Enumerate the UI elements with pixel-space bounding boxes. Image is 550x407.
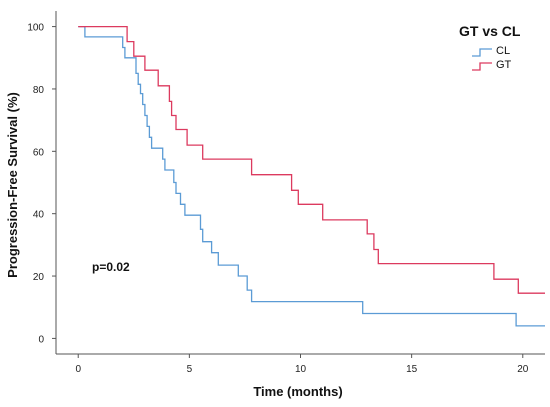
y-tick-label: 20: [33, 272, 45, 283]
legend: GT vs CL CL GT: [459, 23, 521, 71]
y-ticks: 0 20 40 60 80 100: [27, 23, 56, 345]
legend-title: GT vs CL: [459, 23, 521, 39]
legend-items: CL GT: [472, 45, 512, 71]
legend-swatch-gt: [472, 62, 492, 71]
p-value-annotation: p=0.02: [92, 260, 130, 274]
x-ticks: 0 5 10 15 20: [75, 354, 529, 375]
x-tick-label: 5: [187, 364, 193, 375]
plot-frame: [55, 11, 545, 355]
y-tick-label: 40: [33, 210, 45, 221]
x-tick-label: 10: [295, 364, 307, 375]
y-tick-label: 0: [38, 334, 44, 345]
legend-label-gt: GT: [496, 59, 512, 71]
legend-label-cl: CL: [496, 45, 510, 57]
series-line-cl: [78, 25, 545, 327]
x-axis-label: Time (months): [253, 384, 342, 399]
series-line-gt: [78, 25, 545, 294]
y-tick-label: 60: [33, 147, 45, 158]
y-tick-label: 100: [27, 23, 44, 34]
x-tick-label: 15: [406, 364, 418, 375]
x-tick-label: 20: [517, 364, 529, 375]
y-tick-label: 80: [33, 85, 45, 96]
x-tick-label: 0: [75, 364, 81, 375]
y-axis-label: Progression-Free Survival (%): [5, 92, 20, 278]
legend-swatch-cl: [472, 48, 492, 57]
series-layer: [78, 25, 545, 327]
